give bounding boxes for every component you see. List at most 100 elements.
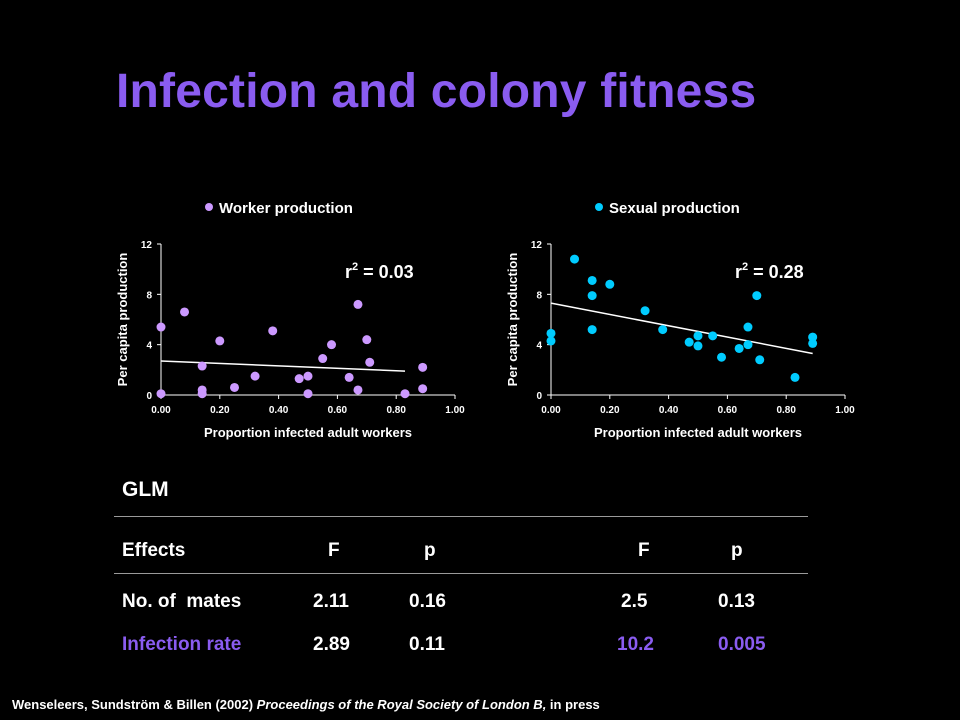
header-effects: Effects [122,540,186,561]
legend-marker [595,203,603,211]
header-p-worker: p [424,540,436,561]
data-point [418,384,428,394]
x-tick-label: 0.60 [328,405,348,416]
row-mates-p-worker: 0.16 [409,591,446,612]
x-axis-label: Proportion infected adult workers [594,425,802,440]
data-point [180,307,190,317]
data-point [250,371,260,381]
data-point [808,332,818,342]
y-tick-label: 8 [146,290,152,301]
slide-title: Infection and colony fitness [116,65,757,118]
y-tick-label: 4 [536,341,542,352]
worker-production-chart: Worker production 0 4 8 12 0.00 0.20 0.40 0.60 0.… [115,200,465,440]
data-point [362,335,372,345]
data-point [418,362,428,372]
header-p-sexual: p [731,540,743,561]
citation: Wenseleers, Sundström & Billen (2002) Pr… [12,697,600,712]
row-effect-infection: Infection rate [122,634,242,655]
header-f-worker: F [328,540,340,561]
x-tick-label: 0.60 [718,405,738,416]
x-axis-label: Proportion infected adult workers [204,425,412,440]
x-tick-label: 1.00 [835,405,855,416]
x-tick-label: 0.80 [386,405,406,416]
row-infection-p-worker: 0.11 [409,634,445,655]
data-point [156,322,166,332]
row-mates-f-worker: 2.11 [313,591,349,612]
row-mates-p-sexual: 0.13 [718,591,755,612]
r-squared-annotation: r2 = 0.03 [345,261,414,282]
data-point [344,372,354,382]
data-point [353,385,363,395]
data-point [268,326,278,336]
header-f-sexual: F [638,540,650,561]
data-point [587,291,597,301]
row-infection-f-sexual: 10.2 [617,634,654,655]
y-tick-label: 12 [531,240,543,251]
row-infection-p-sexual: 0.005 [718,634,766,655]
data-point [708,331,718,341]
data-point [197,361,207,371]
data-point [197,389,207,399]
data-point [353,299,363,309]
y-axis-label: Per capita production [115,253,130,387]
row-effect-mates: No. of mates [122,591,242,612]
data-point [717,352,727,362]
data-point [303,389,313,399]
y-tick-label: 0 [146,391,152,402]
data-point [587,275,597,285]
y-tick-label: 0 [536,391,542,402]
legend-label: Worker production [219,200,353,217]
citation-authors: Wenseleers, Sundström & Billen (2002) [12,697,257,712]
data-point [570,254,580,264]
trendline [550,302,813,355]
x-tick-label: 0.00 [541,405,561,416]
data-point [808,338,818,348]
x-tick-label: 0.80 [776,405,796,416]
data-point [743,340,753,350]
data-point [156,389,166,399]
legend-label: Sexual production [609,200,740,217]
data-point [400,389,410,399]
data-point [658,325,668,335]
data-point [230,382,239,392]
data-point [365,357,375,367]
x-tick-label: 0.40 [659,405,679,416]
glm-heading: GLM [122,478,169,501]
data-point [303,371,313,381]
sexual-production-chart: Sexual production 0 4 8 12 0.00 0.20 0.40 0.60 0.… [505,200,855,440]
y-tick-label: 4 [146,341,152,352]
data-point [215,336,225,346]
table-top-rule [114,516,808,517]
x-tick-label: 0.40 [269,405,289,416]
r-squared-annotation: r2 = 0.28 [735,261,804,282]
data-point [755,355,765,365]
data-point [587,325,597,335]
data-point [790,372,800,382]
row-infection-f-worker: 2.89 [313,634,350,655]
row-mates-f-sexual: 2.5 [621,591,648,612]
y-tick-label: 8 [536,290,542,301]
data-point [734,343,744,353]
citation-journal: Proceedings of the Royal Society of Lond… [256,697,547,712]
data-point [546,336,556,346]
y-axis-label: Per capita production [505,253,520,387]
data-point [318,354,328,364]
legend-marker [205,203,213,211]
x-tick-label: 0.20 [210,405,230,416]
data-point [684,337,694,347]
data-point [605,279,615,289]
data-point [693,341,703,351]
data-point [327,340,337,350]
data-point [693,331,703,341]
data-point [640,306,650,316]
x-tick-label: 0.00 [151,405,171,416]
data-point [743,322,753,332]
x-tick-label: 0.20 [600,405,620,416]
table-header-rule [114,573,808,574]
x-tick-label: 1.00 [445,405,465,416]
data-point [752,291,762,301]
data-point [546,328,556,338]
citation-status: in press [546,697,600,712]
y-tick-label: 12 [141,240,153,251]
data-point [294,374,304,384]
